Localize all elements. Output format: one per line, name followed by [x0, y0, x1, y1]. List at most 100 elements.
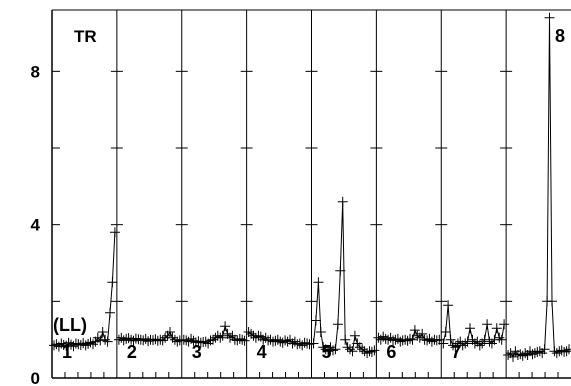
- y-tick-label: 0: [31, 369, 40, 386]
- data-point: [564, 344, 571, 355]
- data-point: [172, 336, 183, 347]
- data-point: [347, 346, 358, 357]
- data-point: [424, 333, 435, 344]
- series-line: [442, 305, 505, 349]
- data-point: [561, 346, 571, 357]
- data-point: [109, 227, 120, 238]
- data-point: [289, 336, 300, 347]
- data-point: [409, 325, 420, 336]
- data-point: [118, 335, 129, 346]
- data-point: [532, 346, 543, 357]
- data-point: [527, 349, 538, 360]
- data-point: [440, 327, 451, 337]
- data-point: [482, 319, 493, 330]
- data-point: [217, 330, 228, 341]
- data-point: [234, 333, 245, 344]
- data-point: [304, 339, 315, 350]
- data-point: [68, 341, 79, 352]
- data-point: [121, 333, 132, 344]
- data-point: [395, 336, 406, 347]
- data-point: [140, 333, 151, 344]
- data-point: [491, 323, 502, 334]
- data-point: [479, 334, 490, 345]
- data-point: [215, 332, 226, 343]
- data-point: [49, 340, 59, 351]
- data-point: [277, 337, 288, 348]
- data-point: [332, 319, 343, 330]
- data-point: [407, 334, 418, 345]
- panel-label: 8: [555, 26, 565, 46]
- data-point: [78, 338, 89, 349]
- data-point: [220, 321, 231, 332]
- data-point: [448, 340, 458, 351]
- panel-label: 3: [192, 342, 202, 362]
- data-point: [426, 336, 437, 347]
- data-point: [253, 330, 264, 341]
- data-point: [362, 348, 373, 359]
- data-point: [390, 334, 401, 345]
- data-point: [539, 344, 550, 355]
- data-point: [465, 323, 475, 334]
- data-point: [297, 340, 308, 351]
- data-point: [412, 330, 423, 341]
- series-layer: [49, 12, 571, 362]
- data-point: [313, 277, 324, 288]
- data-point: [462, 336, 473, 347]
- data-point: [328, 345, 338, 356]
- data-point: [337, 196, 348, 207]
- data-point: [520, 348, 531, 359]
- data-point: [299, 337, 310, 348]
- data-point: [422, 335, 433, 346]
- data-point: [474, 340, 485, 351]
- data-point: [335, 265, 346, 276]
- data-point: [227, 330, 238, 341]
- data-point: [385, 332, 396, 343]
- data-point: [308, 338, 319, 349]
- panel-label: 7: [451, 342, 461, 362]
- data-point: [143, 336, 154, 347]
- data-point: [392, 333, 403, 344]
- data-point: [113, 334, 124, 345]
- data-point: [169, 334, 180, 345]
- data-point: [494, 332, 505, 343]
- data-point: [499, 319, 510, 330]
- data-point: [340, 334, 351, 345]
- data-point: [556, 345, 567, 356]
- data-point: [95, 335, 106, 346]
- data-point: [88, 339, 98, 350]
- data-point: [417, 328, 428, 339]
- data-point: [438, 338, 449, 349]
- panel-label: 2: [127, 342, 137, 362]
- plot-frame: [51, 9, 571, 379]
- data-point: [496, 334, 507, 345]
- data-point: [443, 300, 454, 311]
- data-point: [270, 335, 281, 346]
- data-point: [205, 335, 216, 346]
- data-point: [515, 349, 526, 360]
- data-point: [73, 339, 84, 350]
- series-marker-label: (LL): [53, 315, 87, 335]
- data-point: [517, 350, 528, 361]
- data-point: [330, 344, 341, 355]
- data-point: [320, 344, 331, 355]
- data-point: [369, 345, 380, 356]
- data-point: [292, 339, 303, 350]
- data-point: [431, 335, 442, 346]
- data-point: [200, 336, 211, 347]
- data-point: [195, 337, 206, 348]
- data-point: [349, 330, 360, 341]
- data-point: [157, 335, 168, 346]
- data-point: [51, 339, 62, 350]
- data-point: [280, 335, 291, 346]
- data-point: [165, 327, 175, 337]
- y-axis-labels: 0 4 8: [31, 62, 41, 386]
- tick-marks: [52, 70, 559, 378]
- data-point: [246, 328, 257, 339]
- series-line: [507, 17, 570, 358]
- data-point: [445, 334, 456, 345]
- data-point: [107, 277, 118, 288]
- data-point: [342, 342, 353, 353]
- data-point: [92, 332, 103, 343]
- data-point: [388, 335, 398, 346]
